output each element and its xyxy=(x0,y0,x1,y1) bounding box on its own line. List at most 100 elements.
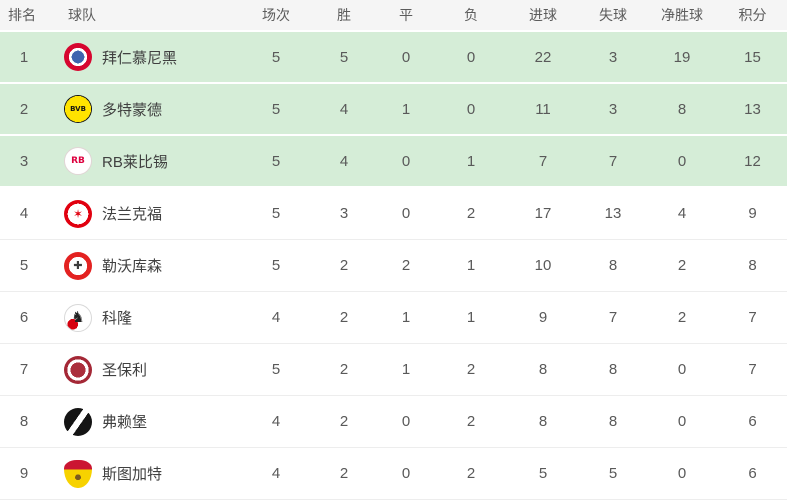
table-row[interactable]: 9 斯图加特 4 2 0 2 5 5 0 6 xyxy=(0,448,787,500)
team-name[interactable]: 勒沃库森 xyxy=(102,258,163,275)
points-cell: 7 xyxy=(718,344,787,396)
draw-cell: 1 xyxy=(376,84,436,136)
goals-against-cell: 8 xyxy=(580,344,646,396)
goal-diff-cell: 2 xyxy=(646,292,718,344)
win-cell: 3 xyxy=(312,188,376,240)
points-cell: 6 xyxy=(718,396,787,448)
standings-table-body: 1 拜仁慕尼黑 5 5 0 0 22 3 19 15 2 BVB 多特蒙德 xyxy=(0,32,787,500)
points-cell: 12 xyxy=(718,136,787,188)
goals-against-cell: 3 xyxy=(580,84,646,136)
played-cell: 5 xyxy=(240,188,312,240)
table-row[interactable]: 6 ♞ 科隆 4 2 1 1 9 7 2 7 xyxy=(0,292,787,344)
team-cell: BVB 多特蒙德 xyxy=(48,84,240,136)
win-cell: 5 xyxy=(312,32,376,84)
goals-for-cell: 22 xyxy=(506,32,580,84)
team-name[interactable]: RB莱比锡 xyxy=(102,153,168,171)
draw-cell: 0 xyxy=(376,396,436,448)
win-cell: 2 xyxy=(312,396,376,448)
loss-cell: 2 xyxy=(436,188,506,240)
draw-cell: 0 xyxy=(376,32,436,84)
played-cell: 4 xyxy=(240,396,312,448)
team-name[interactable]: 科隆 xyxy=(102,310,133,327)
column-header-points: 积分 xyxy=(718,0,787,32)
rb-leipzig-badge: RB xyxy=(64,147,92,175)
goals-for-cell: 8 xyxy=(506,396,580,448)
column-header-goals-against: 失球 xyxy=(580,0,646,32)
team-cell: 圣保利 xyxy=(48,344,240,396)
rank-cell: 3 xyxy=(0,136,48,188)
koln-badge: ♞ xyxy=(64,303,92,332)
rank-cell: 6 xyxy=(0,292,48,344)
played-cell: 5 xyxy=(240,32,312,84)
team-name[interactable]: 拜仁慕尼黑 xyxy=(102,49,178,67)
points-cell: 7 xyxy=(718,292,787,344)
table-row[interactable]: 7 圣保利 5 2 1 2 8 8 0 7 xyxy=(0,344,787,396)
table-row[interactable]: 8 弗赖堡 4 2 0 2 8 8 0 6 xyxy=(0,396,787,448)
points-cell: 15 xyxy=(718,32,787,84)
win-cell: 4 xyxy=(312,84,376,136)
loss-cell: 2 xyxy=(436,344,506,396)
column-header-goals-for: 进球 xyxy=(506,0,580,32)
leverkusen-badge: ✚ xyxy=(64,251,92,280)
table-row[interactable]: 4 ✶ 法兰克福 5 3 0 2 17 13 4 9 xyxy=(0,188,787,240)
goal-diff-cell: 19 xyxy=(646,32,718,84)
goals-against-cell: 5 xyxy=(580,448,646,500)
points-cell: 6 xyxy=(718,448,787,500)
team-name[interactable]: 圣保利 xyxy=(102,362,148,379)
goal-diff-cell: 0 xyxy=(646,448,718,500)
draw-cell: 1 xyxy=(376,344,436,396)
points-cell: 9 xyxy=(718,188,787,240)
table-row[interactable]: 1 拜仁慕尼黑 5 5 0 0 22 3 19 15 xyxy=(0,32,787,84)
st-pauli-badge xyxy=(64,355,92,384)
points-cell: 8 xyxy=(718,240,787,292)
goals-for-cell: 7 xyxy=(506,136,580,188)
rank-cell: 7 xyxy=(0,344,48,396)
loss-cell: 2 xyxy=(436,448,506,500)
table-row[interactable]: 2 BVB 多特蒙德 5 4 1 0 11 3 8 13 xyxy=(0,84,787,136)
table-row[interactable]: 3 RB RB莱比锡 5 4 0 1 7 7 0 12 xyxy=(0,136,787,188)
draw-cell: 1 xyxy=(376,292,436,344)
standings-header-row: 排名 球队 场次 胜 平 负 进球 失球 净胜球 积分 xyxy=(0,0,787,32)
team-name[interactable]: 多特蒙德 xyxy=(102,101,163,119)
loss-cell: 0 xyxy=(436,32,506,84)
goal-diff-cell: 0 xyxy=(646,396,718,448)
goal-diff-cell: 4 xyxy=(646,188,718,240)
draw-cell: 0 xyxy=(376,448,436,500)
table-row[interactable]: 5 ✚ 勒沃库森 5 2 2 1 10 8 2 8 xyxy=(0,240,787,292)
team-cell: RB RB莱比锡 xyxy=(48,136,240,188)
goal-diff-cell: 8 xyxy=(646,84,718,136)
team-cell: 斯图加特 xyxy=(48,448,240,500)
loss-cell: 1 xyxy=(436,240,506,292)
team-name[interactable]: 法兰克福 xyxy=(102,206,163,223)
goals-for-cell: 17 xyxy=(506,188,580,240)
column-header-rank: 排名 xyxy=(0,0,48,32)
goal-diff-cell: 0 xyxy=(646,344,718,396)
stuttgart-badge xyxy=(64,459,92,488)
loss-cell: 1 xyxy=(436,136,506,188)
column-header-goal-diff: 净胜球 xyxy=(646,0,718,32)
rank-cell: 5 xyxy=(0,240,48,292)
column-header-win: 胜 xyxy=(312,0,376,32)
team-name[interactable]: 弗赖堡 xyxy=(102,414,148,431)
rank-cell: 8 xyxy=(0,396,48,448)
team-name[interactable]: 斯图加特 xyxy=(102,466,163,483)
column-header-loss: 负 xyxy=(436,0,506,32)
goals-against-cell: 8 xyxy=(580,240,646,292)
team-cell: ♞ 科隆 xyxy=(48,292,240,344)
rank-cell: 1 xyxy=(0,32,48,84)
team-cell: 弗赖堡 xyxy=(48,396,240,448)
goals-for-cell: 10 xyxy=(506,240,580,292)
dortmund-badge: BVB xyxy=(64,95,92,123)
played-cell: 4 xyxy=(240,448,312,500)
loss-cell: 2 xyxy=(436,396,506,448)
win-cell: 2 xyxy=(312,240,376,292)
team-cell: ✚ 勒沃库森 xyxy=(48,240,240,292)
goals-for-cell: 9 xyxy=(506,292,580,344)
goals-against-cell: 3 xyxy=(580,32,646,84)
column-header-team: 球队 xyxy=(48,0,240,32)
goals-against-cell: 8 xyxy=(580,396,646,448)
column-header-played: 场次 xyxy=(240,0,312,32)
goal-diff-cell: 0 xyxy=(646,136,718,188)
